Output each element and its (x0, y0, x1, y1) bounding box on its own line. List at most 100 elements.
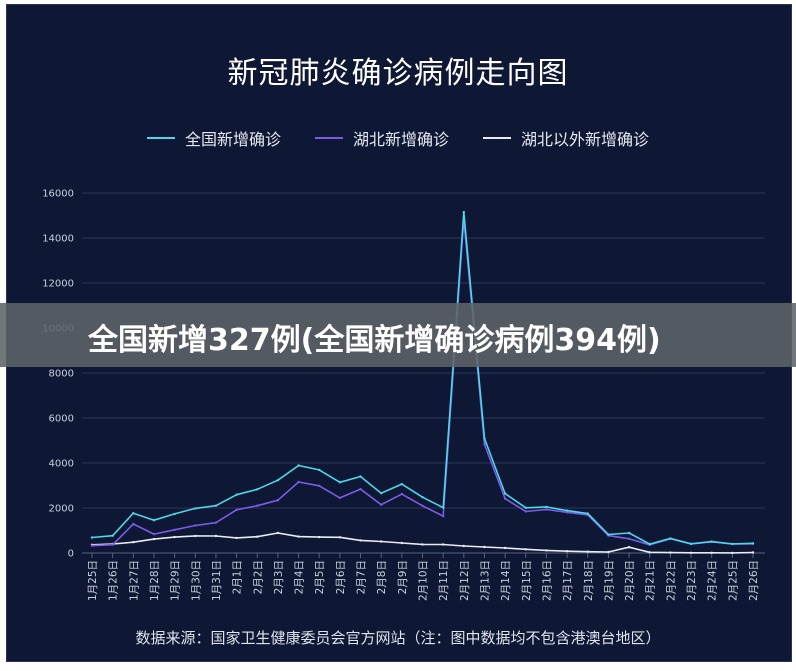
x-tick-label: 2月21日 (645, 560, 657, 601)
data-point (256, 535, 259, 538)
x-tick-label: 2月1日 (232, 560, 244, 594)
x-tick-label: 1月30日 (190, 560, 202, 601)
data-point (359, 539, 362, 542)
data-point (380, 540, 383, 543)
x-tick-label: 2月15日 (521, 560, 533, 601)
x-tick-label: 1月26日 (108, 560, 120, 601)
data-point (462, 210, 465, 214)
y-tick-label: 16000 (42, 189, 74, 200)
data-point (586, 550, 589, 553)
data-point (648, 542, 651, 546)
data-point (524, 510, 527, 513)
chart-title: 新冠肺炎确诊病例走向图 (227, 56, 569, 91)
x-tick-label: 2月5日 (314, 560, 326, 594)
data-point (380, 492, 383, 495)
series-line-0 (91, 211, 754, 545)
legend-label: 全国新增确诊 (184, 130, 281, 149)
legend-label: 湖北以外新增确诊 (521, 130, 650, 149)
x-tick-label: 2月8日 (376, 560, 388, 594)
data-point (194, 524, 197, 527)
legend-item[interactable]: 全国新增确诊 (146, 126, 281, 150)
data-point (338, 481, 342, 484)
data-point (256, 488, 259, 491)
legend-item[interactable]: 湖北新增确诊 (314, 126, 449, 150)
data-point (607, 533, 610, 536)
x-tick-label: 2月3日 (273, 560, 285, 594)
y-tick-label: 8000 (49, 369, 74, 380)
data-point (111, 543, 114, 546)
data-point (276, 499, 280, 502)
legend: 全国新增确诊 湖北新增确诊 湖北以外新增确诊 (0, 126, 796, 150)
y-tick-label: 14000 (42, 234, 74, 245)
data-point (235, 536, 238, 540)
news-headline-banner (0, 303, 796, 367)
legend-swatch (483, 137, 511, 139)
x-tick-label: 2月17日 (562, 560, 574, 601)
y-tick-label: 0 (68, 549, 74, 560)
x-tick-label: 2月10日 (418, 560, 430, 601)
data-point (400, 482, 403, 486)
x-tick-label: 2月11日 (438, 560, 450, 601)
data-point (214, 534, 218, 538)
data-point (545, 508, 548, 511)
news-headline-text: 全国新增327例(全国新增确诊病例394例) (88, 323, 661, 358)
data-point (318, 468, 321, 472)
data-point (297, 480, 300, 484)
data-point (565, 509, 569, 512)
data-point (359, 475, 362, 478)
x-tick-label: 2月23日 (686, 560, 698, 601)
data-point (400, 541, 403, 545)
data-point (214, 504, 218, 507)
data-point (132, 522, 135, 526)
x-tick-label: 2月16日 (541, 560, 553, 601)
data-point (442, 543, 445, 546)
x-tick-label: 2月12日 (459, 560, 471, 601)
data-point (669, 537, 672, 540)
x-tick-label: 2月20日 (624, 560, 636, 601)
data-point (627, 531, 631, 535)
data-point (318, 535, 321, 539)
data-point (751, 542, 755, 545)
data-point (276, 531, 280, 535)
data-source-note: 数据来源：国家卫生健康委员会官方网站（注：图中数据均不包含港澳台地区） (135, 629, 661, 647)
x-tick-label: 2月25日 (727, 560, 739, 601)
data-point (627, 546, 631, 549)
legend-swatch (146, 137, 175, 139)
data-point (90, 536, 94, 539)
x-tick-label: 2月4日 (294, 560, 306, 594)
y-tick-label: 12000 (42, 279, 74, 290)
x-tick-label: 2月14日 (500, 560, 512, 601)
data-point (194, 534, 197, 538)
x-tick-label: 1月29日 (170, 560, 182, 601)
legend-swatch (314, 137, 343, 139)
data-point (235, 508, 238, 511)
data-point (111, 534, 114, 537)
data-point (689, 551, 693, 554)
data-point (731, 542, 734, 546)
data-point (90, 544, 94, 547)
data-point (462, 544, 465, 548)
data-point (483, 545, 486, 549)
data-point (400, 492, 403, 496)
x-tick-label: 1月27日 (128, 560, 140, 601)
x-tick-label: 2月9日 (397, 560, 409, 594)
data-point (318, 484, 321, 487)
data-point (710, 551, 713, 554)
data-point (503, 492, 507, 495)
data-point (421, 543, 424, 546)
legend-item[interactable]: 湖北以外新增确诊 (483, 126, 649, 150)
x-tick-label: 2月2日 (252, 560, 264, 594)
data-point (297, 535, 300, 538)
data-point (565, 550, 569, 553)
data-point (359, 487, 362, 491)
data-point (152, 519, 156, 522)
data-point (297, 464, 300, 467)
data-point (132, 512, 135, 515)
y-tick-label: 2000 (49, 504, 74, 515)
data-point (442, 514, 445, 518)
data-point (442, 506, 445, 509)
data-point (132, 541, 135, 544)
data-point (173, 535, 176, 539)
data-point (338, 496, 342, 500)
